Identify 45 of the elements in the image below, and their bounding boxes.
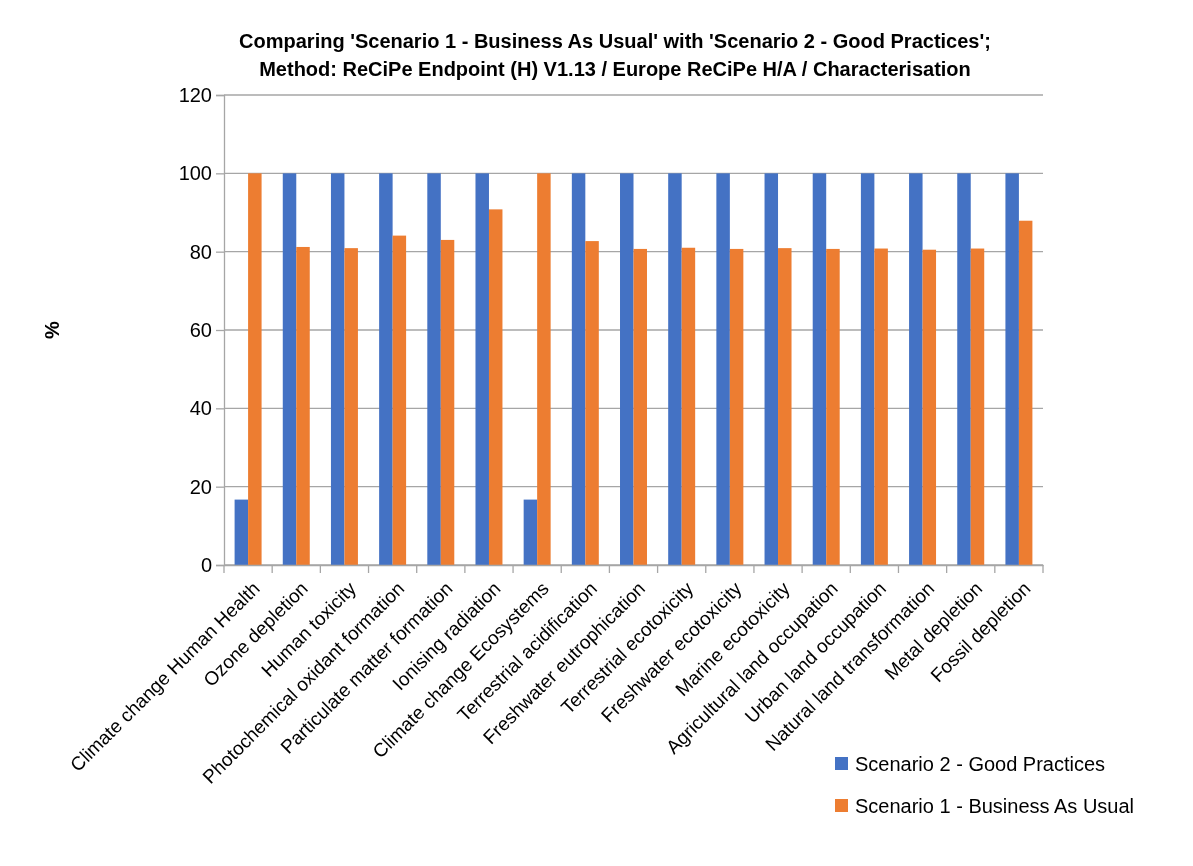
bar — [537, 173, 551, 565]
bar — [633, 248, 647, 565]
bar — [585, 241, 599, 565]
bar — [874, 248, 888, 565]
bar — [668, 173, 682, 565]
y-tick-label: 80 — [189, 240, 212, 263]
bar — [764, 173, 779, 565]
bar — [1005, 173, 1019, 565]
bar — [440, 239, 455, 565]
legend-label: Scenario 1 - Business As Usual — [855, 795, 1135, 817]
bar — [620, 173, 634, 565]
legend-label: Scenario 2 - Good Practices — [855, 753, 1106, 775]
y-tick-label: 20 — [189, 475, 212, 498]
bar — [379, 173, 393, 565]
bar — [523, 499, 538, 565]
bar — [681, 247, 696, 565]
bar — [860, 173, 875, 565]
bar — [488, 209, 503, 565]
bar — [826, 248, 840, 565]
bar — [234, 499, 249, 565]
bar — [909, 173, 923, 565]
y-tick-label: 60 — [189, 318, 212, 341]
chart-title: Comparing 'Scenario 1 - Business As Usual' with 'Scenario 2 - Good Practices'; Method: ReCiPe Endpoint (H) V1.13 / Europe ReCiPe H/A / Characterisation — [239, 30, 991, 80]
bar — [1018, 220, 1033, 565]
bar — [970, 248, 985, 565]
bar — [427, 173, 441, 565]
bar — [248, 173, 262, 565]
bar — [344, 248, 358, 565]
bar — [812, 173, 827, 565]
bar — [729, 248, 744, 565]
y-tick-label: 0 — [200, 553, 212, 576]
bar — [778, 248, 792, 565]
bar — [716, 173, 730, 565]
y-axis-title: % — [41, 320, 63, 339]
bar — [957, 173, 971, 565]
bar — [392, 235, 407, 565]
y-tick-label: 120 — [178, 83, 212, 106]
y-tick-label: 40 — [189, 397, 212, 420]
bar — [922, 249, 937, 565]
bar — [330, 173, 345, 565]
y-tick-label: 100 — [178, 162, 212, 185]
bar — [571, 173, 586, 565]
bar — [296, 246, 310, 565]
bar — [475, 173, 489, 565]
bar — [282, 173, 297, 565]
